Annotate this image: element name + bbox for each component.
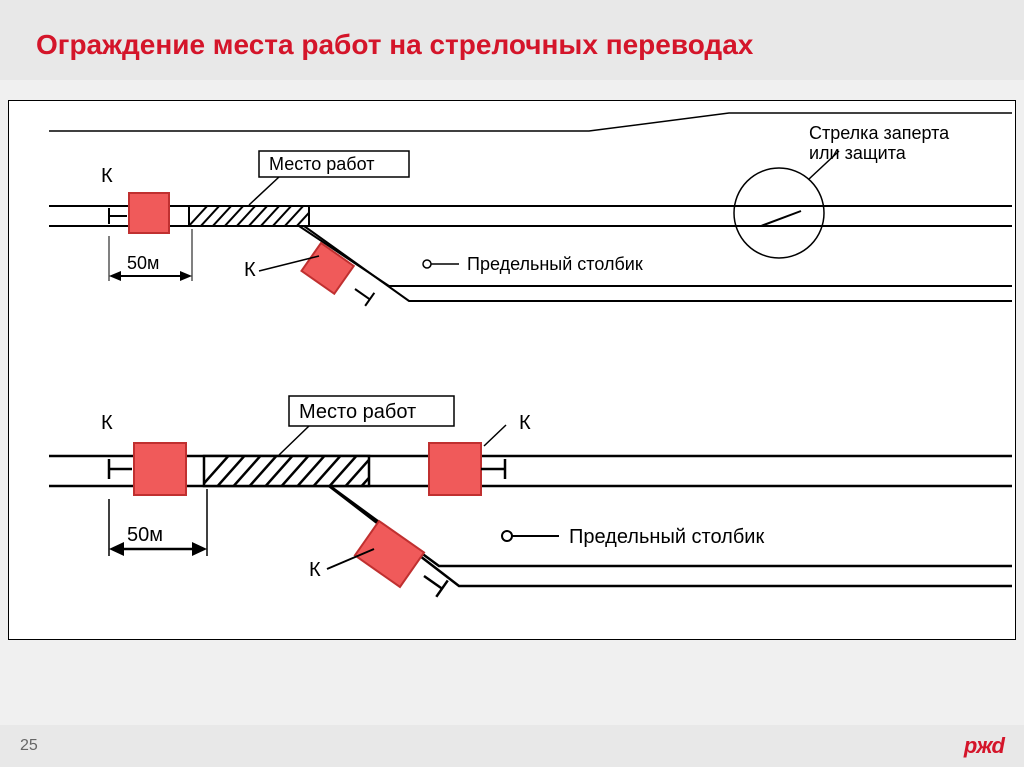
limit-post-1: [423, 260, 431, 268]
label-work-2: Место работ: [299, 401, 416, 423]
limit-post-2: [502, 531, 512, 541]
label-k-div-2: К: [309, 559, 321, 581]
diagram-svg: К 50м К Место работ Предельный столбик: [9, 101, 1015, 639]
label-limit-1: Предельный столбик: [467, 254, 643, 274]
circle-lock: [734, 168, 824, 258]
footer: 25 pжd: [0, 725, 1024, 767]
diagram-1: К 50м К Место работ Предельный столбик: [49, 113, 1012, 306]
post-div-2: [418, 567, 447, 596]
post-div-1: [350, 282, 374, 305]
page-number: 25: [20, 737, 38, 755]
signal-k-div-2: [355, 521, 424, 587]
dim-arrow-r-1: [180, 271, 192, 281]
label-k-left-2: К: [101, 412, 113, 434]
label-dist-2: 50м: [127, 524, 163, 546]
diverge-rail-top: [269, 206, 1012, 286]
signal-k-left-2: [134, 443, 186, 495]
diagram-container: К 50м К Место работ Предельный столбик: [8, 100, 1016, 640]
dim-arrow-r-2: [192, 542, 207, 556]
leader-work-2: [279, 426, 309, 455]
label-k-left-1: К: [101, 165, 113, 187]
dim-arrow-l-2: [109, 542, 124, 556]
page-title: Ограждение места работ на стрелочных пер…: [36, 28, 988, 62]
work-zone-1: [187, 204, 317, 228]
label-work-1: Место работ: [269, 154, 374, 174]
signal-k-left-1: [129, 193, 169, 233]
label-lock-1: Стрелка заперта или защита: [809, 123, 954, 163]
label-limit-2: Предельный столбик: [569, 526, 764, 548]
leader-k-right-2: [484, 425, 506, 446]
leader-work-1: [249, 177, 279, 205]
label-dist-1: 50м: [127, 253, 159, 273]
dim-arrow-l-1: [109, 271, 121, 281]
signal-k-div-1: [301, 243, 353, 294]
work-zone-2: [199, 453, 391, 489]
header: Ограждение места работ на стрелочных пер…: [0, 0, 1024, 80]
switch-blade: [761, 211, 801, 226]
label-k-div-1: К: [244, 259, 256, 281]
diverge-rail-bottom: [304, 226, 1012, 301]
label-k-right-2: К: [519, 412, 531, 434]
logo: pжd: [964, 733, 1004, 759]
diagram-2: К К К 50м Место работ Предель: [49, 396, 1012, 597]
signal-k-right-2: [429, 443, 481, 495]
